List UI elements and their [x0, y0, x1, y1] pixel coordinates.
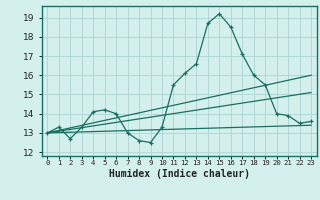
X-axis label: Humidex (Indice chaleur): Humidex (Indice chaleur) — [109, 169, 250, 179]
